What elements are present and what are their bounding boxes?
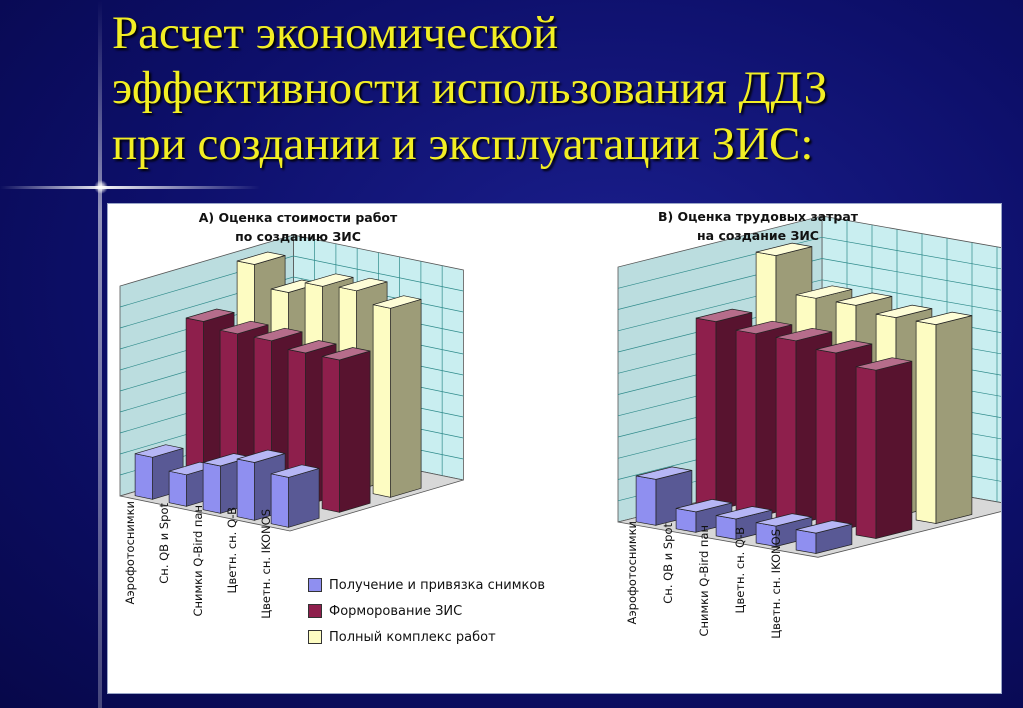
legend-item: Форморование ЗИС	[308, 598, 545, 624]
chart-bar-top	[676, 499, 732, 513]
chart-bar	[321, 347, 371, 513]
chart-bar-front	[855, 366, 877, 539]
chart-bar-front	[795, 529, 817, 554]
chart-bar-top	[271, 464, 320, 478]
decorative-vertical-line	[98, 0, 102, 708]
chart-category-label: Сн. QB и Spot	[157, 503, 171, 584]
legend-label: Полный комплекс работ	[329, 629, 496, 645]
slide-title-line-3: при создании и эксплуатации ЗИС:	[112, 117, 814, 170]
charts-canvas: Аэрофотоснимки Сн. QB и Spot Снимки Q-Bird…	[119, 215, 1001, 639]
chart-gridline	[617, 258, 1001, 310]
chart-bar-top	[796, 520, 852, 534]
chart-bar-top	[237, 251, 286, 265]
chart-bar-top	[756, 513, 812, 527]
chart-category-label: Снимки Q-Bird пан	[191, 505, 205, 617]
chart-gridline	[617, 236, 1001, 289]
chart-bar-front	[372, 304, 391, 498]
chart-bar-front	[915, 320, 937, 524]
chart-b-plot: Аэрофотоснимки Сн. QB и Spot Снимки Q-Bird…	[617, 215, 1001, 639]
chart-category-label: Аэрофотоснимки	[625, 521, 639, 625]
chart-category-label: Цветн. сн. Q-B	[733, 527, 747, 614]
chart-a-title: А) Оценка стоимости работ по созданию ЗИ…	[168, 208, 428, 247]
chart-b-title: В) Оценка трудовых затрат на создание ЗИ…	[618, 207, 898, 246]
chart-bar-top	[322, 347, 371, 361]
legend-item: Получение и привязка снимков	[308, 572, 545, 598]
slide-title-line-1: Расчет экономической	[112, 7, 559, 59]
chart-bar-top	[636, 466, 692, 480]
chart-bar-front	[695, 317, 717, 511]
chart-bar-front	[236, 458, 255, 521]
chart-bar-side	[339, 350, 371, 513]
chart-bar-top	[186, 308, 235, 322]
chart-category-label: Снимки Q-Bird пан	[697, 525, 711, 637]
chart-category-label: Сн. QB и Spot	[661, 523, 675, 604]
chart-bar-front	[168, 470, 187, 507]
chart-bar-side	[288, 467, 320, 528]
chart-b-title-line-2: на создание ЗИС	[697, 228, 819, 244]
chart-bar-front	[815, 349, 837, 532]
chart-bar-side	[935, 315, 973, 524]
chart-bar-top	[876, 304, 932, 318]
chart-bar-front	[134, 453, 153, 500]
decorative-sparkle	[94, 180, 108, 194]
chart-bar	[855, 357, 913, 539]
chart-category-label: Цветн. сн. IKONOS	[769, 529, 783, 639]
chart-a-plot: Аэрофотоснимки Сн. QB и Spot Снимки Q-Bird…	[119, 234, 464, 619]
chart-category-label: Аэрофотоснимки	[123, 501, 137, 605]
chart-bar	[795, 520, 853, 554]
chart-bar-front	[635, 475, 657, 526]
legend-swatch	[308, 578, 322, 592]
chart-bar-top	[836, 292, 892, 306]
chart-bar-top	[696, 308, 752, 322]
chart-legend: Получение и привязка снимков Форморовани…	[308, 572, 545, 650]
chart-bar-top	[856, 357, 912, 371]
chart-bar-top	[237, 449, 286, 463]
chart-bar-top	[220, 320, 269, 335]
chart-a-title-line-2: по созданию ЗИС	[235, 229, 361, 245]
chart-category-label: Цветн. сн. Q-B	[225, 507, 239, 594]
chart-bar-top	[756, 242, 812, 256]
chart-bar-top	[339, 277, 388, 292]
chart-bar-top	[254, 327, 303, 342]
legend-label: Форморование ЗИС	[329, 603, 463, 619]
chart-bar	[915, 311, 973, 524]
chart-bar-top	[305, 273, 354, 287]
chart-bar-top	[716, 506, 772, 520]
legend-item: Полный комплекс работ	[308, 624, 545, 650]
chart-bar-top	[816, 340, 872, 354]
chart-bar-front	[321, 356, 340, 513]
chart-bar-side	[875, 360, 913, 539]
chart-bar-front	[775, 336, 797, 525]
slide-title-line-2: эффективности использования ДДЗ	[112, 62, 828, 115]
slide-title: Расчет экономической эффективности испол…	[112, 6, 1012, 172]
chart-bar-top	[135, 444, 184, 458]
chart-gridline	[617, 279, 1001, 332]
chart-bar-front	[675, 507, 697, 533]
decorative-horizontal-line	[0, 186, 260, 189]
legend-label: Получение и привязка снимков	[329, 577, 545, 593]
chart-category-label: Цветн. сн. IKONOS	[259, 509, 273, 619]
chart-bar-front	[202, 462, 221, 514]
chart-bar-top	[373, 295, 422, 309]
chart-bar-top	[916, 311, 972, 325]
chart-bar-top	[796, 285, 852, 299]
legend-swatch	[308, 604, 322, 618]
legend-swatch	[308, 630, 322, 644]
chart-bar-front	[185, 317, 204, 485]
chart-bar	[372, 295, 422, 498]
chart-bar-top	[776, 327, 832, 342]
chart-b-title-line-1: В) Оценка трудовых затрат	[657, 209, 859, 224]
chart-bar-front	[270, 473, 289, 528]
chart-bar-top	[736, 320, 792, 335]
chart-a-title-line-1: А) Оценка стоимости работ	[198, 210, 398, 225]
chart-gridline	[119, 255, 464, 308]
chart-bar-front	[735, 329, 757, 518]
chart-panel: Аэрофотоснимки Сн. QB и Spot Снимки Q-Bird…	[107, 203, 1002, 694]
chart-bar-side	[390, 298, 422, 498]
chart-bar-top	[288, 340, 337, 354]
chart-bar	[270, 464, 320, 528]
